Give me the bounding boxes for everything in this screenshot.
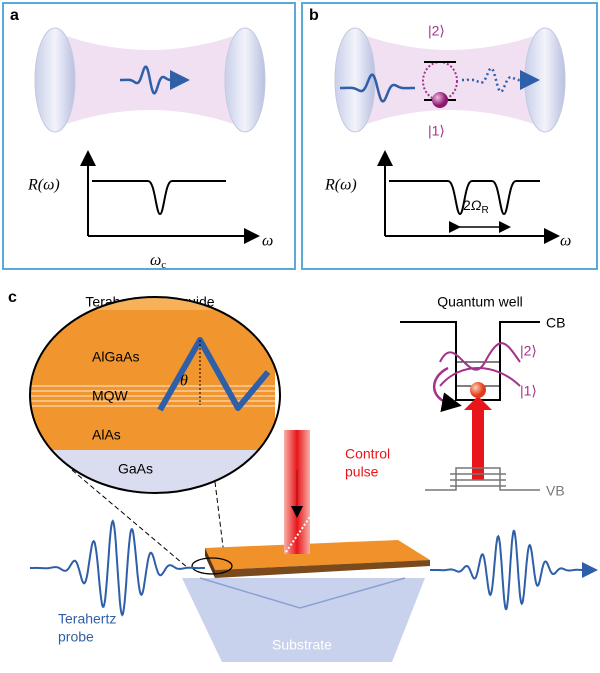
photon-wave bbox=[340, 73, 415, 103]
zoom-line bbox=[71, 469, 189, 569]
wavefunction bbox=[439, 342, 521, 371]
control-label: Control bbox=[345, 446, 390, 462]
probe-label: probe bbox=[58, 629, 94, 645]
excitation-arrow bbox=[464, 396, 492, 480]
wavefunction bbox=[439, 367, 521, 387]
splitting-label: 2ΩR bbox=[463, 197, 489, 216]
axis-label: R(ω) bbox=[324, 177, 357, 194]
prefix: 2 bbox=[463, 197, 471, 213]
symbol: Ω bbox=[471, 197, 482, 213]
reflectance-curve bbox=[389, 180, 540, 216]
panel-frame bbox=[2, 2, 296, 270]
pulse-front bbox=[285, 507, 317, 553]
probe-label: Terahertz bbox=[58, 611, 116, 627]
reflectance-curve bbox=[92, 180, 226, 216]
waveguide-slab-edge bbox=[205, 548, 215, 578]
valence-band bbox=[425, 467, 540, 491]
symbol: ω bbox=[150, 252, 161, 269]
layer-label: AlAs bbox=[92, 427, 121, 443]
state-label: |1⟩ bbox=[520, 383, 537, 399]
axis-label: ω bbox=[560, 233, 571, 250]
transition-arrow bbox=[432, 366, 462, 413]
mirror bbox=[34, 27, 76, 133]
control-label: pulse bbox=[345, 464, 379, 480]
subscript: c bbox=[161, 259, 166, 271]
atom bbox=[432, 92, 448, 108]
mirror bbox=[524, 27, 566, 133]
magnifier bbox=[29, 296, 281, 494]
band-label: CB bbox=[546, 315, 565, 331]
waveguide-slab-edge bbox=[215, 560, 430, 578]
state-label: |2⟩ bbox=[520, 343, 537, 359]
panel-label: a bbox=[10, 7, 19, 24]
subscript: R bbox=[481, 205, 488, 216]
resonance-label: ωc bbox=[150, 252, 166, 271]
photon-wave bbox=[120, 65, 190, 95]
zoom-marker bbox=[191, 557, 233, 575]
substrate bbox=[182, 578, 425, 662]
band-label: VB bbox=[546, 483, 565, 499]
layer-label: AlGaAs bbox=[92, 349, 139, 365]
layer-label: MQW bbox=[92, 388, 129, 404]
cavity-beam bbox=[355, 32, 545, 128]
axis-label: ω bbox=[262, 233, 273, 250]
mirror bbox=[224, 27, 266, 133]
electron bbox=[470, 382, 486, 398]
substrate-label: Substrate bbox=[272, 637, 332, 653]
axis-label: R(ω) bbox=[27, 177, 60, 194]
angle-label: θ bbox=[180, 373, 188, 390]
probe-wave bbox=[430, 529, 598, 611]
waveguide-slab bbox=[205, 540, 430, 570]
state-label: |2⟩ bbox=[428, 23, 445, 39]
state-label: |1⟩ bbox=[428, 123, 445, 139]
panel-label: b bbox=[309, 7, 319, 24]
beam-path bbox=[199, 577, 406, 609]
panel-frame bbox=[301, 2, 598, 270]
layer-label: GaAs bbox=[118, 461, 153, 477]
photon-wave bbox=[462, 66, 540, 94]
magnified-view bbox=[30, 297, 280, 493]
section-title: Quantum well bbox=[437, 294, 523, 310]
probe-wave bbox=[30, 519, 205, 617]
panel-label: c bbox=[8, 289, 17, 306]
